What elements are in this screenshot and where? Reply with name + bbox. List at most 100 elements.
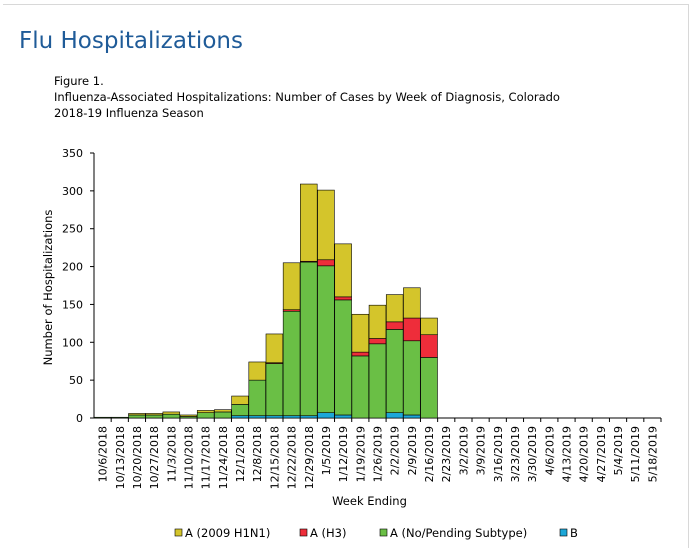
bar-a-2009-h1n1 [145, 413, 163, 416]
y-axis-title: Number of Hospitalizations [41, 210, 55, 366]
x-tick-label: 3/30/2019 [526, 426, 539, 482]
legend-label-b: B [570, 526, 578, 540]
y-tick-label: 150 [62, 298, 83, 311]
y-tick-label: 200 [62, 261, 83, 274]
x-tick-label: 3/9/2019 [475, 426, 488, 475]
bar-a-no-pending-subtype [128, 414, 146, 419]
x-tick-label: 12/8/2018 [251, 426, 264, 482]
bar-a-h3 [368, 338, 387, 345]
page-frame [3, 4, 689, 548]
bar-b [334, 414, 352, 419]
bar-a-h3 [403, 317, 421, 342]
bar-a-2009-h1n1 [162, 411, 181, 415]
x-tick-label: 1/26/2019 [372, 426, 385, 482]
x-tick-label: 11/17/2018 [200, 426, 213, 489]
x-tick-label: 1/12/2019 [337, 426, 350, 482]
legend-swatch-a-h3 [299, 528, 308, 537]
x-tick-label: 2/23/2019 [440, 426, 453, 482]
legend-label-a-h3: A (H3) [310, 526, 346, 540]
x-tick-label: 5/11/2019 [629, 426, 642, 482]
bar-a-no-pending-subtype [93, 416, 112, 419]
bar-a-2009-h1n1 [300, 183, 318, 262]
x-tick-label: 10/6/2018 [97, 426, 110, 482]
bar-a-no-pending-subtype [385, 329, 404, 413]
bar-a-2009-h1n1 [265, 333, 284, 364]
bar-a-h3 [317, 259, 335, 267]
bar-b [317, 412, 335, 419]
x-tick-label: 12/22/2018 [286, 426, 299, 489]
bar-a-no-pending-subtype [351, 355, 370, 419]
x-tick-label: 3/23/2019 [509, 426, 522, 482]
bar-a-h3 [351, 351, 370, 357]
bar-a-2009-h1n1 [334, 243, 352, 298]
bar-a-no-pending-subtype [403, 340, 421, 416]
bar-a-2009-h1n1 [403, 287, 421, 319]
x-tick-label: 4/13/2019 [561, 426, 574, 482]
bar-a-no-pending-subtype [162, 413, 181, 419]
chart-title-line2: 2018-19 Influenza Season [54, 106, 204, 120]
x-tick-label: 12/1/2018 [234, 426, 247, 482]
bar-a-2009-h1n1 [231, 395, 249, 405]
bar-a-2009-h1n1 [317, 189, 335, 261]
bar-a-h3 [334, 296, 352, 301]
bar-a-no-pending-subtype [282, 310, 301, 417]
bar-b [403, 414, 421, 419]
x-tick-label: 4/6/2019 [543, 426, 556, 475]
bar-a-no-pending-subtype [248, 379, 266, 417]
bar-a-no-pending-subtype [214, 411, 232, 419]
bar-a-2009-h1n1 [128, 413, 146, 416]
x-tick-label: 10/20/2018 [131, 426, 144, 489]
bar-a-no-pending-subtype [420, 357, 438, 419]
bar-a-no-pending-subtype [145, 414, 163, 419]
bar-b [265, 415, 284, 419]
figure-label: Figure 1. [54, 74, 104, 88]
bar-a-2009-h1n1 [420, 317, 438, 336]
bar-a-no-pending-subtype [317, 265, 335, 414]
x-tick-label: 12/15/2018 [268, 426, 281, 489]
bar-a-2009-h1n1 [196, 410, 215, 413]
x-tick-label: 1/19/2019 [354, 426, 367, 482]
bar-b [231, 415, 249, 419]
x-tick-label: 2/16/2019 [423, 426, 436, 482]
x-tick-label: 3/16/2019 [492, 426, 505, 482]
bar-b [282, 415, 301, 419]
x-tick-label: 2/9/2019 [406, 426, 419, 475]
y-tick-label: 0 [76, 412, 83, 425]
x-tick-label: 11/24/2018 [217, 426, 230, 489]
x-tick-label: 2/2/2019 [389, 426, 402, 475]
y-tick-label: 50 [69, 374, 83, 387]
bar-b [248, 415, 266, 419]
y-tick-label: 350 [62, 147, 83, 160]
legend-label-a-2009-h1n1: A (2009 H1N1) [185, 526, 270, 540]
x-tick-label: 11/3/2018 [165, 426, 178, 482]
bar-b [300, 415, 318, 419]
bar-a-2009-h1n1 [351, 313, 370, 353]
figure-caption: Figure 1. Influenza-Associated Hospitali… [54, 73, 560, 121]
bar-a-no-pending-subtype [111, 416, 129, 419]
x-tick-label: 12/29/2018 [303, 426, 316, 489]
x-tick-label: 4/27/2019 [595, 426, 608, 482]
bar-a-no-pending-subtype [300, 261, 318, 417]
x-tick-label: 1/5/2019 [320, 426, 333, 475]
chart-title-line1: Influenza-Associated Hospitalizations: N… [54, 90, 560, 104]
bar-a-h3 [420, 334, 438, 358]
bar-a-no-pending-subtype [334, 299, 352, 416]
page-title: Flu Hospitalizations [19, 28, 243, 54]
bar-a-2009-h1n1 [179, 414, 198, 417]
legend-swatch-b [559, 528, 568, 537]
x-tick-label: 10/13/2018 [114, 426, 127, 489]
bar-a-no-pending-subtype [368, 343, 387, 419]
bar-a-h3 [385, 321, 404, 330]
bar-a-no-pending-subtype [196, 412, 215, 419]
legend-swatch-a-no-pending-subtype [379, 528, 388, 537]
x-axis-title: Week Ending [332, 494, 407, 508]
x-tick-label: 5/18/2019 [646, 426, 659, 482]
bar-a-no-pending-subtype [265, 363, 284, 417]
bar-b [385, 412, 404, 419]
bar-a-no-pending-subtype [231, 404, 249, 417]
x-tick-label: 4/20/2019 [578, 426, 591, 482]
y-tick-label: 100 [62, 336, 83, 349]
bar-a-2009-h1n1 [214, 409, 232, 413]
x-tick-label: 5/4/2019 [612, 426, 625, 475]
